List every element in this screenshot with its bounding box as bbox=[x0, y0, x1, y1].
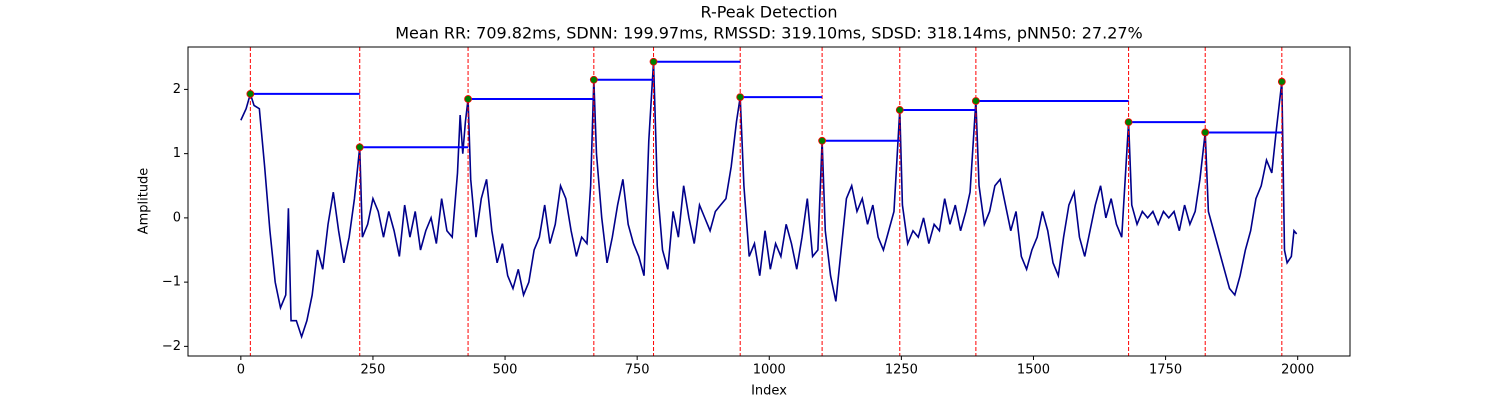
r-peak bbox=[818, 136, 827, 145]
r-peak bbox=[736, 93, 745, 102]
x-tick-label: 750 bbox=[625, 363, 650, 378]
y-tick-label: −1 bbox=[162, 275, 181, 290]
r-peak bbox=[246, 89, 255, 98]
x-axis-label: Index bbox=[751, 384, 787, 399]
plot-frame bbox=[187, 46, 1351, 357]
r-peak bbox=[589, 75, 598, 84]
r-peak bbox=[649, 57, 658, 66]
x-tick-label: 500 bbox=[493, 363, 518, 378]
x-tick-label: 1000 bbox=[753, 363, 786, 378]
y-tick-label: 0 bbox=[173, 210, 181, 225]
plot-area bbox=[240, 47, 1298, 356]
x-tick-label: 0 bbox=[237, 363, 245, 378]
r-peak bbox=[1124, 118, 1133, 127]
x-tick-label: 1750 bbox=[1149, 363, 1182, 378]
r-peak bbox=[895, 106, 904, 114]
chart-subtitle: Mean RR: 709.82ms, SDNN: 199.97ms, RMSSD… bbox=[395, 24, 1143, 43]
y-tick-label: −2 bbox=[162, 339, 181, 354]
signal-line bbox=[240, 61, 1298, 340]
x-tick-label: 2000 bbox=[1281, 363, 1314, 378]
r-peak bbox=[355, 143, 364, 152]
chart-title: R-Peak Detection bbox=[700, 3, 837, 22]
r-peak bbox=[971, 97, 980, 105]
r-peak bbox=[464, 95, 472, 103]
y-axis-label: Amplitude bbox=[137, 168, 152, 235]
x-tick-label: 1500 bbox=[1017, 363, 1050, 378]
r-peak bbox=[1201, 128, 1210, 137]
x-tick-label: 250 bbox=[361, 363, 386, 378]
y-tick-label: 1 bbox=[173, 146, 181, 161]
y-tick-label: 2 bbox=[173, 82, 181, 97]
x-tick-label: 1250 bbox=[885, 363, 918, 378]
r-peak bbox=[1277, 77, 1286, 86]
